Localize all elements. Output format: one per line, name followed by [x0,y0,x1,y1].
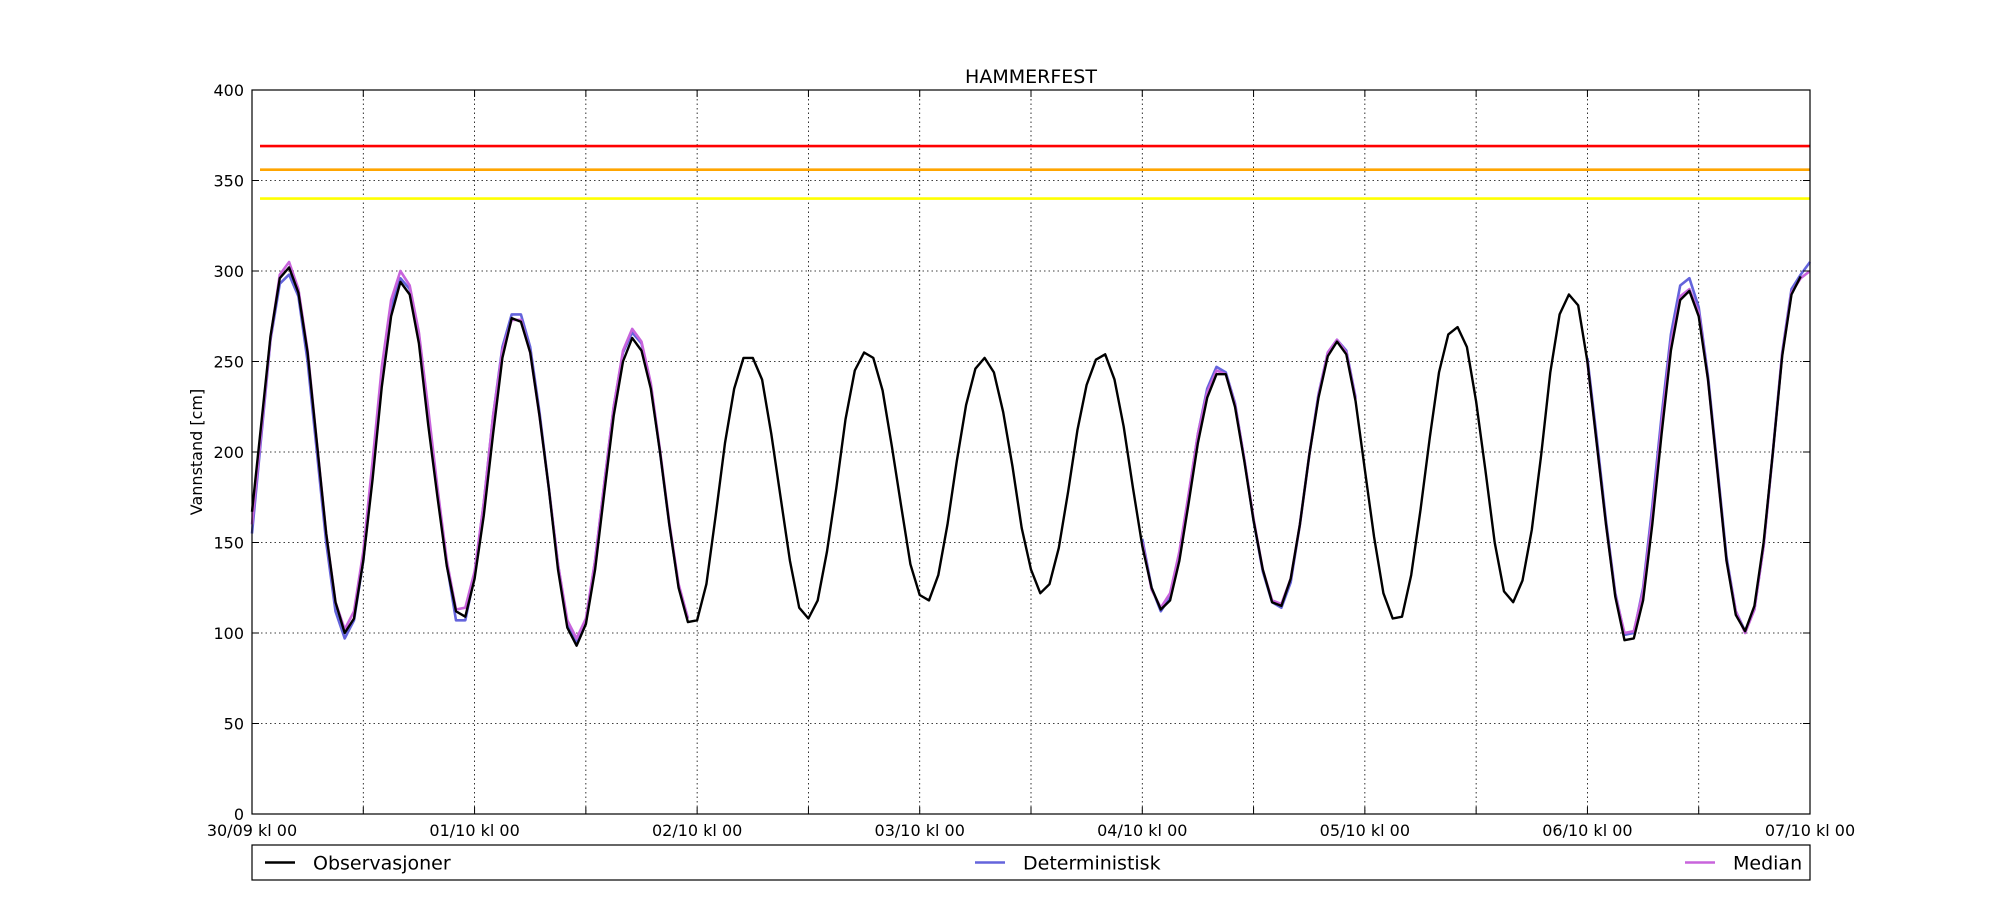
x-tick-label-168: 07/10 kl 00 [1765,821,1855,840]
x-tick-label-72: 03/10 kl 00 [875,821,965,840]
legend-label-observasjoner: Observasjoner [313,853,451,875]
x-tick-label-24: 01/10 kl 00 [429,821,519,840]
y-tick-label-150: 150 [213,534,244,553]
grid-lines [252,90,1810,814]
y-tick-label-400: 400 [213,81,244,100]
y-tick-label-50: 50 [224,715,244,734]
legend-frame [251,844,1811,881]
y-tick-label-300: 300 [213,262,244,281]
y-tick-label-200: 200 [213,443,244,462]
x-axis-ticks: 30/09 kl 00 01/10 kl 00 02/10 kl 00 03/10 k… [207,90,1855,840]
y-axis-label: Vannstand [cm] [187,389,206,515]
x-tick-label-0: 30/09 kl 00 [207,821,297,840]
x-tick-label-96: 04/10 kl 00 [1097,821,1187,840]
chart-title: HAMMERFEST [965,66,1097,88]
series-lines [250,260,1812,647]
y-tick-label-350: 350 [213,172,244,191]
threshold-lines [260,144,1810,200]
series-line-observasjoner-0 [250,266,1802,647]
x-tick-label-144: 06/10 kl 00 [1542,821,1632,840]
legend-label-median: Median [1733,853,1802,875]
x-tick-label-120: 05/10 kl 00 [1320,821,1410,840]
y-tick-label-100: 100 [213,624,244,643]
x-tick-label-48: 02/10 kl 00 [652,821,742,840]
y-axis-ticks: 0 50 100 150 200 250 300 350 400 [213,81,1810,824]
y-tick-label-0: 0 [234,805,244,824]
legend-label-deterministisk: Deterministisk [1023,853,1161,875]
y-tick-label-250: 250 [213,353,244,372]
legend: Observasjoner Deterministisk Median [251,844,1811,881]
